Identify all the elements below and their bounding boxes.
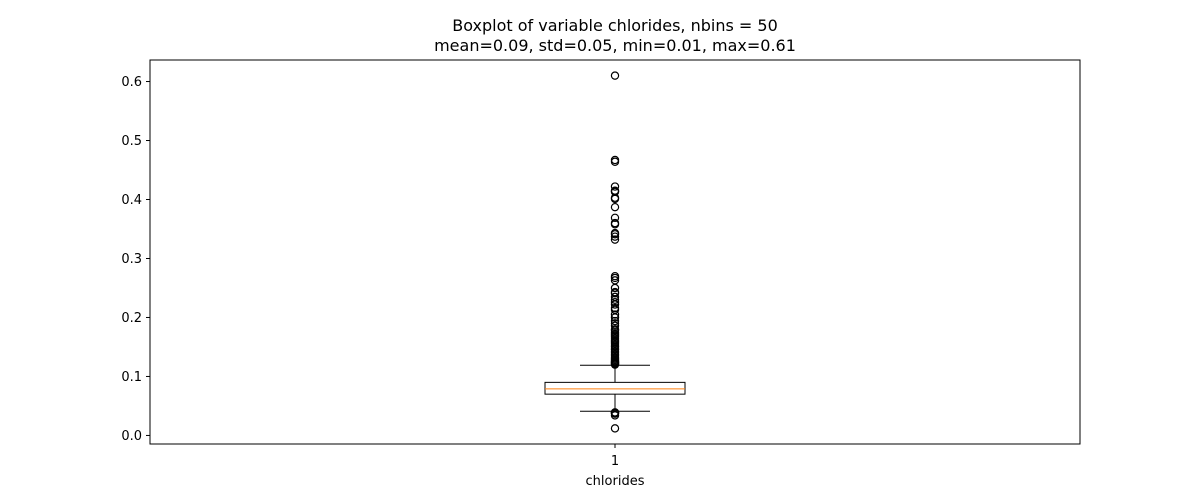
- y-tick-label: 0.0: [121, 429, 142, 444]
- outlier-point: [610, 228, 620, 238]
- outlier-point: [610, 303, 620, 313]
- outlier-point: [610, 218, 620, 228]
- x-axis: 1: [611, 444, 619, 469]
- outlier-point: [610, 271, 620, 281]
- outlier-point: [610, 213, 620, 222]
- flier-group: [610, 71, 620, 433]
- outlier-point: [610, 316, 620, 326]
- outlier-point: [610, 186, 620, 195]
- y-tick-label: 0.4: [121, 193, 142, 208]
- y-axis: 0.0 0.1 0.2 0.3 0.4 0.5 0.6: [121, 75, 150, 444]
- x-tick-label: 1: [611, 454, 619, 469]
- outlier-point: [610, 202, 620, 212]
- plot-frame: [149, 59, 1081, 445]
- y-tick-label: 0.1: [121, 370, 142, 385]
- outlier-point: [610, 310, 620, 319]
- chart-title: Boxplot of variable chlorides, nbins = 5…: [452, 16, 778, 35]
- chart-subtitle: mean=0.09, std=0.05, min=0.01, max=0.61: [434, 36, 796, 55]
- outlier-point: [610, 71, 620, 80]
- y-tick-label: 0.3: [121, 252, 142, 267]
- outlier-point: [610, 182, 620, 191]
- outlier-point: [610, 287, 620, 297]
- outlier-point: [610, 297, 620, 307]
- outlier-point: [610, 325, 620, 334]
- y-tick-label: 0.5: [121, 134, 142, 149]
- outlier-point: [610, 424, 620, 433]
- outlier-point: [610, 292, 620, 302]
- box-group: [544, 364, 686, 412]
- y-tick-label: 0.2: [121, 311, 142, 326]
- outlier-point: [610, 232, 620, 241]
- outlier-point: [610, 321, 620, 330]
- outlier-point: [610, 155, 620, 165]
- y-tick-label: 0.6: [121, 75, 142, 90]
- outlier-point: [610, 319, 620, 328]
- x-axis-label: chlorides: [586, 474, 645, 489]
- outlier-point: [610, 276, 620, 285]
- outlier-point: [610, 235, 620, 244]
- iqr-box: [544, 381, 686, 395]
- outlier-point: [610, 408, 620, 417]
